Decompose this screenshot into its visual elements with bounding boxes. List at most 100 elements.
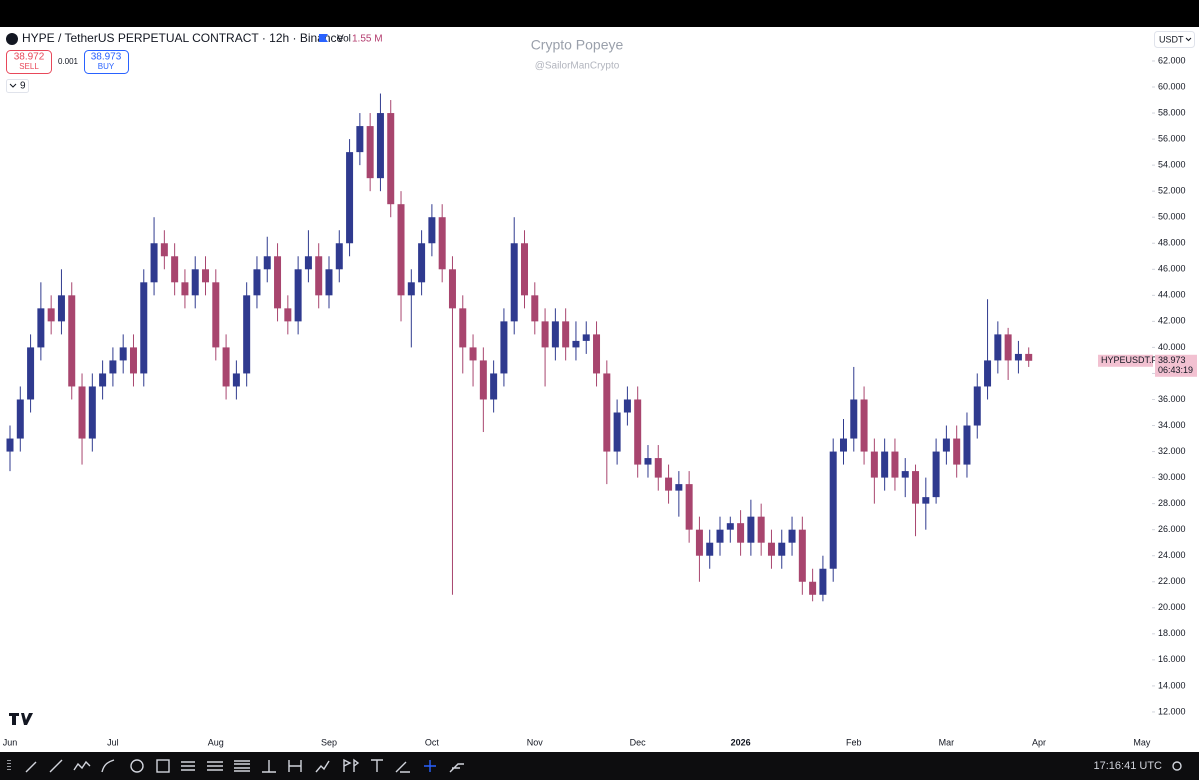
candle-body	[99, 373, 107, 387]
candle-body	[243, 295, 251, 374]
candle-body	[767, 542, 775, 556]
y-tick-label: 18.000	[1158, 628, 1186, 638]
candle-body	[819, 568, 827, 595]
candle-body	[109, 360, 117, 374]
candle-body	[448, 269, 456, 309]
y-tick-label: 32.000	[1158, 446, 1186, 456]
y-tick-label: 52.000	[1158, 186, 1186, 196]
candle-body	[634, 399, 642, 465]
candle-body	[407, 282, 415, 296]
tool-crosshair[interactable]	[424, 760, 436, 772]
tool-measure[interactable]	[288, 760, 302, 772]
candle-body	[521, 243, 528, 296]
candle-body	[644, 458, 652, 465]
y-tick-label: 30.000	[1158, 472, 1186, 482]
x-tick-label: Oct	[425, 737, 440, 747]
candle-body	[922, 497, 930, 504]
y-tick-label: 26.000	[1158, 524, 1186, 534]
candle-body	[510, 243, 518, 322]
tool-channel[interactable]	[181, 761, 195, 771]
tool-flag[interactable]	[343, 758, 360, 772]
candle-body	[726, 523, 734, 530]
y-tick-label: 34.000	[1158, 420, 1186, 430]
candle-body	[603, 373, 611, 452]
candle-body	[531, 295, 539, 322]
price-tag-value: 38.973	[1158, 355, 1186, 365]
tool-text[interactable]	[371, 759, 383, 772]
candle-body	[315, 256, 323, 296]
candle-body	[593, 334, 601, 374]
grip	[7, 760, 11, 772]
y-tick-label: 14.000	[1158, 680, 1186, 690]
y-tick-label: 54.000	[1158, 160, 1186, 170]
sell-label: SELL	[19, 62, 39, 71]
sell-price: 38.972	[14, 52, 45, 63]
candle-body	[171, 256, 179, 283]
clock: 17:16:41 UTC	[1094, 760, 1163, 772]
candle-body	[469, 347, 477, 361]
candle-body	[202, 269, 210, 283]
candle-body	[613, 412, 621, 452]
candle-body	[88, 386, 96, 439]
candle-body	[181, 282, 189, 296]
candle-body	[716, 529, 724, 543]
currency-select[interactable]	[1154, 31, 1195, 48]
tool-cursor[interactable]	[25, 761, 37, 773]
indicators-toggle[interactable]	[6, 79, 29, 93]
tool-anchor[interactable]	[262, 760, 276, 773]
symbol-icon	[6, 33, 18, 45]
buy-button[interactable]	[84, 50, 129, 74]
candle-body	[376, 113, 384, 179]
candle-body	[366, 126, 374, 179]
tool-fib[interactable]	[207, 761, 223, 771]
candle-body	[284, 308, 292, 322]
currency: USDT	[1159, 34, 1184, 44]
y-tick-label: 28.000	[1158, 498, 1186, 508]
x-tick-label: Feb	[846, 737, 862, 747]
tool-path[interactable]	[73, 760, 91, 771]
tool-circle[interactable]	[130, 759, 144, 773]
candle-body	[582, 334, 590, 341]
candle-body	[6, 438, 14, 452]
x-tick-label: Jul	[107, 737, 119, 747]
candle-body	[891, 451, 899, 478]
candle-body	[129, 347, 137, 374]
flag[interactable]	[319, 34, 328, 42]
x-tick-label: May	[1133, 737, 1151, 747]
price-tag-symbol-bg	[1098, 354, 1153, 367]
tool-rect[interactable]	[156, 759, 170, 773]
candle-body	[685, 484, 693, 530]
tool-pattern[interactable]	[315, 760, 330, 773]
candle-body	[68, 295, 76, 387]
x-tick-label: Dec	[630, 737, 647, 747]
sell-button[interactable]	[6, 50, 52, 74]
tool-line[interactable]	[49, 759, 63, 773]
candle-body	[953, 438, 961, 465]
vol-value: 1.55 M	[352, 34, 383, 45]
candle-body	[881, 451, 889, 478]
candle-body	[675, 484, 683, 491]
candle-body	[541, 321, 549, 348]
watermark-title: Crypto Popeye	[531, 37, 624, 53]
candle-body	[294, 269, 302, 322]
symbol-title: HYPE / TetherUS PERPETUAL CONTRACT · 12h…	[22, 31, 344, 45]
candle-body	[253, 269, 261, 296]
tool-brush[interactable]	[395, 761, 410, 773]
candle-body	[274, 256, 282, 309]
vol-label: Vol	[337, 34, 351, 45]
candle-body	[932, 451, 940, 498]
settings[interactable]	[1172, 761, 1182, 771]
candle-body	[839, 438, 847, 452]
candle-body	[706, 542, 714, 556]
y-tick-label: 40.000	[1158, 342, 1186, 352]
candle-body	[963, 425, 971, 465]
candle-body	[572, 340, 580, 348]
tool-curve[interactable]	[101, 759, 115, 773]
candle-body	[1004, 334, 1012, 361]
price-tag-countdown: 06:43:19	[1158, 365, 1193, 375]
tool-eraser[interactable]	[449, 763, 464, 773]
y-tick-label: 50.000	[1158, 212, 1186, 222]
tool-fib-ext[interactable]	[234, 760, 250, 772]
candle-body	[16, 399, 24, 439]
